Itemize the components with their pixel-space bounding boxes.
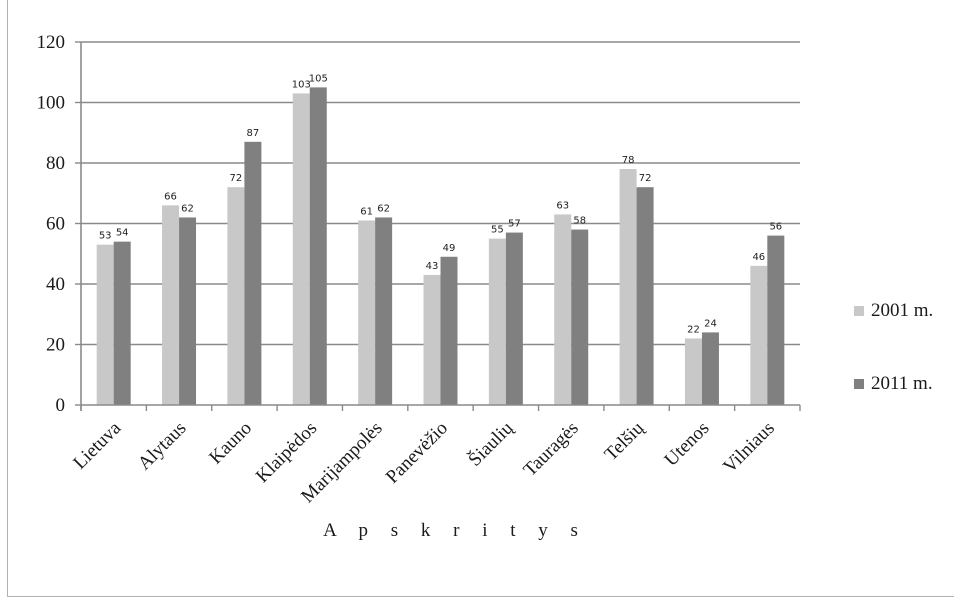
data-label: 78 <box>622 155 635 166</box>
y-tick-label: 40 <box>46 274 65 295</box>
y-tick-label: 20 <box>46 335 65 356</box>
x-tick-label: Kauno <box>205 418 256 469</box>
y-tick-labels: 0 20 40 60 80 100 120 <box>37 32 66 416</box>
bar <box>358 220 376 405</box>
bar <box>505 232 523 405</box>
data-label: 62 <box>181 203 194 214</box>
legend-swatch <box>854 306 864 316</box>
x-axis-label: A p s k r i t y s <box>323 520 587 541</box>
x-tick-labels: Lietuva Alytaus KaunoKlaipėdosMarijampolės… <box>69 417 779 508</box>
x-tick-label: Utenos <box>661 418 714 471</box>
legend-label: 2011 m. <box>871 373 933 394</box>
data-label: 54 <box>116 228 129 239</box>
bar <box>440 256 458 405</box>
bar <box>375 217 393 405</box>
bar <box>113 241 131 405</box>
bars <box>96 87 785 406</box>
x-tick-label: Panevėžio <box>382 418 452 488</box>
data-label: 43 <box>426 261 439 272</box>
bar <box>554 214 572 405</box>
legend-label: 2001 m. <box>871 300 933 321</box>
bar <box>423 274 441 405</box>
data-label: 66 <box>164 191 177 202</box>
bar <box>701 332 719 405</box>
data-label: 53 <box>99 231 112 242</box>
bar <box>292 93 310 406</box>
bar <box>227 187 245 405</box>
bar <box>488 238 506 405</box>
legend-swatch <box>854 379 864 389</box>
x-tick-label: Šiaulių <box>464 417 518 471</box>
data-label: 22 <box>687 324 700 335</box>
data-label: 56 <box>769 222 782 233</box>
data-labels: 53 66 72 103 61 43 55 63 78 22 46 54 62 87 105 62 49 57 58… <box>99 73 782 335</box>
bar <box>767 235 785 405</box>
data-label: 87 <box>247 128 260 139</box>
axes <box>75 41 801 411</box>
bar <box>162 205 180 405</box>
bar <box>244 141 262 405</box>
bar <box>636 187 654 405</box>
data-label: 62 <box>377 203 390 214</box>
bar <box>96 244 114 405</box>
data-label: 49 <box>443 243 456 254</box>
bar <box>179 217 197 405</box>
y-tick-label: 100 <box>37 93 66 114</box>
bar <box>571 229 589 405</box>
data-label: 103 <box>292 79 311 90</box>
bar <box>684 338 702 405</box>
data-label: 24 <box>704 318 717 329</box>
y-tick-label: 60 <box>46 214 65 235</box>
data-label: 58 <box>573 216 586 227</box>
data-label: 46 <box>752 252 765 263</box>
data-label: 57 <box>508 219 521 230</box>
data-label: 72 <box>230 173 243 184</box>
data-label: 63 <box>556 200 569 211</box>
data-label: 105 <box>309 73 328 84</box>
data-label: 72 <box>639 173 652 184</box>
y-tick-label: 80 <box>46 153 65 174</box>
x-tick-label: Alytaus <box>134 418 191 475</box>
x-tick-label: Vilniaus <box>719 418 779 478</box>
bar <box>750 265 768 405</box>
y-tick-label: 120 <box>37 32 66 53</box>
bar <box>309 87 327 405</box>
x-tick-label: Klaipėdos <box>252 418 321 487</box>
data-label: 61 <box>360 206 373 217</box>
x-tick-label: Lietuva <box>69 417 125 473</box>
x-tick-label: Telšių <box>601 417 649 465</box>
bar <box>619 169 637 405</box>
x-tick-label: Tauragės <box>520 418 583 481</box>
data-label: 55 <box>491 225 504 236</box>
y-tick-label: 0 <box>56 395 66 416</box>
legend: 2001 m. 2011 m. <box>854 300 933 394</box>
